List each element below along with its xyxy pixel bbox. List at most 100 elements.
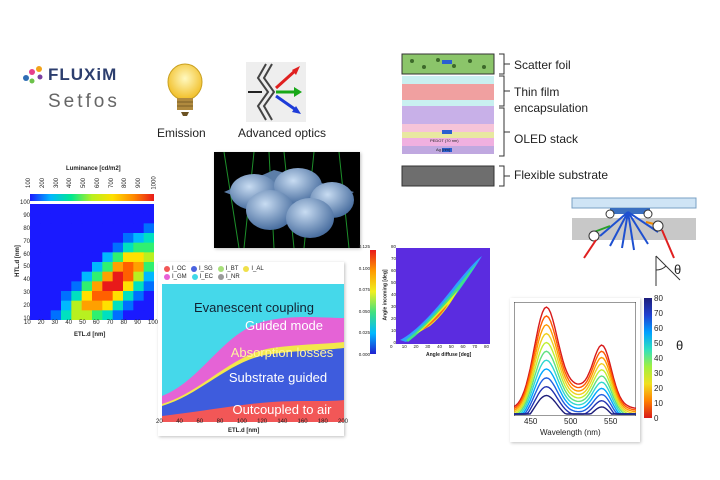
heatmap-colorbar-tick: 700 [108, 177, 115, 189]
heatmap-y-tick: 60 [23, 251, 30, 258]
heatmap-cell [30, 252, 41, 263]
refraction-arrows-icon [246, 62, 306, 122]
heatmap-cell [92, 300, 103, 311]
microlens-3d-render [214, 151, 360, 249]
heatmap-cell [30, 300, 41, 311]
heatmap-cell [102, 204, 114, 215]
layer-text-ag: Ag (nm) [436, 147, 451, 152]
spectra-xlabel: Wavelength (nm) [540, 428, 601, 437]
region-outcoupled: Outcoupled to air [232, 402, 332, 417]
scattering-geometry-graphic [571, 197, 697, 286]
label-scatter-foil: Scatter foil [514, 58, 571, 72]
bsdf-plot [396, 248, 490, 344]
heatmap-y-tick: 70 [23, 238, 30, 245]
heatmap-cell [50, 223, 62, 234]
heatmap-y-tick: 30 [23, 290, 30, 297]
angle-distribution-panel: 0.125 0.100 0.075 0.050 0.025 0.000 80 70 60 50 4… [356, 244, 494, 364]
heatmap-cell [102, 271, 114, 282]
advanced-optics-label: Advanced optics [238, 126, 327, 140]
bsdf-y-tick: 50 [390, 280, 396, 285]
heatmap-cell [92, 252, 103, 263]
heatmap-cell [143, 213, 154, 224]
heatmap-cell [50, 213, 62, 224]
heatmap-cell [112, 252, 124, 263]
heatmap-cell [133, 262, 145, 273]
heatmap-cell [61, 310, 72, 320]
legend-entry: I_SG [191, 266, 213, 272]
heatmap-cell [81, 300, 93, 311]
heatmap-cell [102, 262, 114, 273]
heatmap-cell [50, 233, 62, 244]
heatmap-cell [133, 310, 145, 320]
heatmap-cell [92, 271, 103, 282]
stack-brackets [499, 53, 510, 187]
heatmap-x-tick: 100 [148, 320, 159, 326]
heatmap-title: Luminance [cd/m2] [66, 166, 121, 172]
bsdf-y-tick: 60 [390, 268, 396, 273]
bsdf-x-tick: 60 [460, 344, 466, 349]
area-x-tick: 120 [257, 419, 268, 425]
logo-mark-icon [23, 66, 43, 84]
area-x-tick: 200 [338, 419, 349, 425]
heatmap-x-tick: 50 [79, 320, 86, 326]
heatmap-cell [50, 281, 62, 292]
spectrum-line [514, 377, 636, 415]
spectrum-line [514, 350, 636, 415]
light-bulb-icon [167, 63, 203, 116]
heatmap-cell [30, 213, 41, 224]
emission-label: Emission [157, 126, 206, 140]
heatmap-cell [123, 291, 134, 302]
heatmap-cell [81, 271, 93, 282]
heatmap-cell [112, 262, 124, 273]
heatmap-cell [92, 310, 103, 320]
heatmap-cell [102, 281, 114, 292]
heatmap-colorbar-tick: 300 [53, 177, 60, 189]
heatmap-cell [71, 300, 83, 311]
region-guided-mode: Guided mode [244, 318, 324, 333]
heatmap-cell [102, 242, 114, 253]
bsdf-x-tick: 70 [472, 344, 478, 349]
heatmap-cell [81, 213, 93, 224]
heatmap-x-tick: 20 [37, 320, 45, 326]
area-x-tick: 100 [236, 419, 247, 425]
heatmap-cell [123, 242, 134, 253]
heatmap-cell [123, 233, 134, 244]
heatmap-cell [123, 271, 134, 282]
heatmap-cell [61, 204, 72, 215]
legend-entry: I_EC [191, 274, 214, 280]
region-evanescent: Evanescent coupling [194, 300, 314, 315]
heatmap-cell [143, 281, 154, 292]
spectra-colorbar-tick: 30 [654, 369, 663, 378]
heatmap-cell [112, 281, 124, 292]
heatmap-cell [50, 204, 62, 215]
heatmap-colorbar-tick: 400 [67, 177, 74, 189]
heatmap-cell [30, 204, 41, 215]
bsdf-colorbar-tick: 0.100 [358, 265, 370, 271]
bsdf-x-tick: 80 [484, 344, 490, 349]
heatmap-colorbar-tick: 600 [94, 177, 101, 189]
area-x-tick: 20 [156, 419, 163, 425]
brand-name: FLUXiM [48, 65, 118, 84]
heatmap-cell [61, 300, 72, 311]
heatmap-cell [102, 252, 114, 263]
legend-swatch [243, 266, 250, 272]
legend-label: I_EC [199, 274, 214, 280]
heatmap-cell [50, 310, 62, 320]
heatmap-cell [81, 310, 93, 320]
heatmap-cell [71, 213, 83, 224]
heatmap-cell [123, 204, 134, 215]
heatmap-y-tick: 10 [23, 316, 30, 322]
bsdf-y-tick: 40 [390, 292, 396, 297]
heatmap-cell [71, 242, 83, 253]
heatmap-cell [61, 252, 72, 263]
advanced-optics-item: Advanced optics [238, 62, 338, 142]
legend-label: I_SG [199, 266, 213, 272]
heatmap-cell [112, 204, 124, 215]
heatmap-cell [81, 291, 93, 302]
spectrum-line [514, 359, 636, 415]
heatmap-colorbar-tick: 100 [26, 177, 33, 189]
bsdf-ylabel: Angle incoming [deg] [382, 269, 389, 321]
heatmap-cell [71, 204, 83, 215]
spectra-colorbar-label: θ [676, 338, 684, 353]
bsdf-colorbar-tick: 0.000 [358, 352, 370, 357]
